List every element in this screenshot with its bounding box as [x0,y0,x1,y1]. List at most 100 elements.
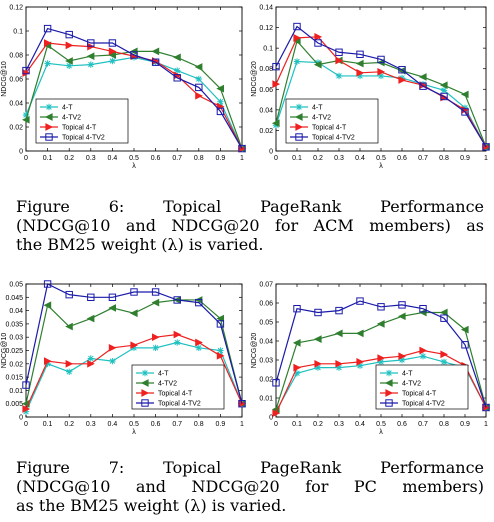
y-tick-label: 0.01 [259,396,273,403]
data-point [272,80,281,88]
data-point [43,24,52,33]
y-tick-label: 0.1 [13,29,23,36]
data-point [398,74,406,82]
data-point [335,56,344,65]
x-tick-label: 0.4 [355,421,365,428]
y-tick-label: 0 [19,415,23,422]
data-point [66,368,73,375]
legend-label: Topical 4-T [402,391,437,398]
y-tick-label: 0.08 [259,66,273,73]
y-tick-label: 0.02 [259,377,273,384]
x-tick-label: 0.6 [397,155,407,162]
legend-marker [45,123,54,131]
data-point [151,47,160,56]
data-point [356,50,364,59]
caption-figure-6: Figure 6: Topical PageRank Performance (… [16,197,484,254]
legend-label: Topical 4-TV2 [402,401,445,408]
data-point [293,34,302,42]
data-point [22,381,30,389]
data-point [108,293,117,302]
data-point [173,330,182,339]
data-point [440,314,448,322]
legend-label: 4-TV2 [62,115,81,122]
y-tick-label: 0.06 [259,301,273,308]
x-tick-label: 0.3 [86,421,96,428]
y-tick-label: 0.02 [259,128,273,135]
legend-box [375,364,469,410]
series-topical-4-tv2 [272,297,490,412]
x-tick-label: 0.6 [151,421,161,428]
y-axis-label: NDCG@10 [1,61,8,97]
caption-figure-7: Figure 7: Topical PageRank Performance (… [16,458,484,515]
legend-marker [295,103,303,111]
legend-box [35,98,129,144]
data-point [419,82,427,90]
data-point [335,72,343,80]
data-point [356,68,365,77]
series-4-t [22,339,246,415]
data-point [22,111,30,119]
data-point [195,91,203,100]
data-point [398,76,407,84]
data-point [173,53,181,62]
data-point [108,304,116,312]
legend-marker [45,103,53,111]
data-point [65,359,74,368]
x-tick-label: 0.1 [43,155,53,162]
series-4-tv2 [271,308,490,414]
x-tick-label: 0.5 [376,155,386,162]
data-point [86,52,95,61]
data-point [440,358,448,366]
data-point [152,344,159,352]
data-point [292,339,301,347]
data-point [377,358,385,366]
y-tick-label: 0.04 [9,308,23,315]
data-point [377,303,385,311]
data-point [398,352,407,361]
data-point [216,84,225,93]
caption-figure-6-line-2: (NDCG@10 and NDCG@20 for ACM members) as [16,216,484,235]
x-tick-label: 0.1 [292,421,302,428]
x-tick-label: 0.9 [216,155,226,162]
data-point [87,39,95,47]
y-tick-label: 0.06 [259,87,273,94]
x-tick-label: 0.5 [129,155,139,162]
data-point [293,363,302,372]
data-point [43,280,52,288]
series-line [275,25,487,148]
legend-label: Topical 4-TV2 [158,401,201,408]
y-tick-label: 0.1 [263,46,273,53]
data-point [335,306,343,315]
data-point [130,288,138,296]
data-point [194,63,203,71]
data-point [482,143,490,151]
legend-marker [45,133,53,141]
legend-label: Topical 4-TV2 [62,135,105,142]
x-tick-label: 0.2 [64,155,74,162]
series-topical-4-tv2 [272,22,490,151]
data-point [44,357,52,365]
legend-marker [141,399,149,407]
data-point [461,108,469,116]
legend-marker [385,399,393,407]
legend-marker [141,369,149,377]
chart-fig7-ndcg20: 0 0.01 0.02 0.03 0.04 0.05 0.06 0.07 0 0.1 0.2 0.3 0… [251,282,491,436]
y-tick-label: 0.02 [9,361,23,368]
legend-label: Topical 4-T [62,125,97,132]
legend-label: 4-T [402,371,413,378]
data-point [108,343,117,352]
data-point [440,350,449,359]
caption-figure-6-line-1: Figure 6: Topical PageRank Performance [16,197,484,216]
data-point [271,119,280,128]
data-point [293,22,301,31]
data-point [460,325,469,334]
x-tick-label: 1 [240,421,244,428]
y-tick-label: 0.05 [259,320,273,327]
x-tick-label: 0.4 [108,421,118,428]
data-point [216,314,225,323]
data-point [195,75,202,83]
y-axis-label: NDCG@20 [251,333,258,369]
data-point [313,335,322,343]
data-point [314,32,323,41]
x-tick-label: 0.6 [151,155,161,162]
